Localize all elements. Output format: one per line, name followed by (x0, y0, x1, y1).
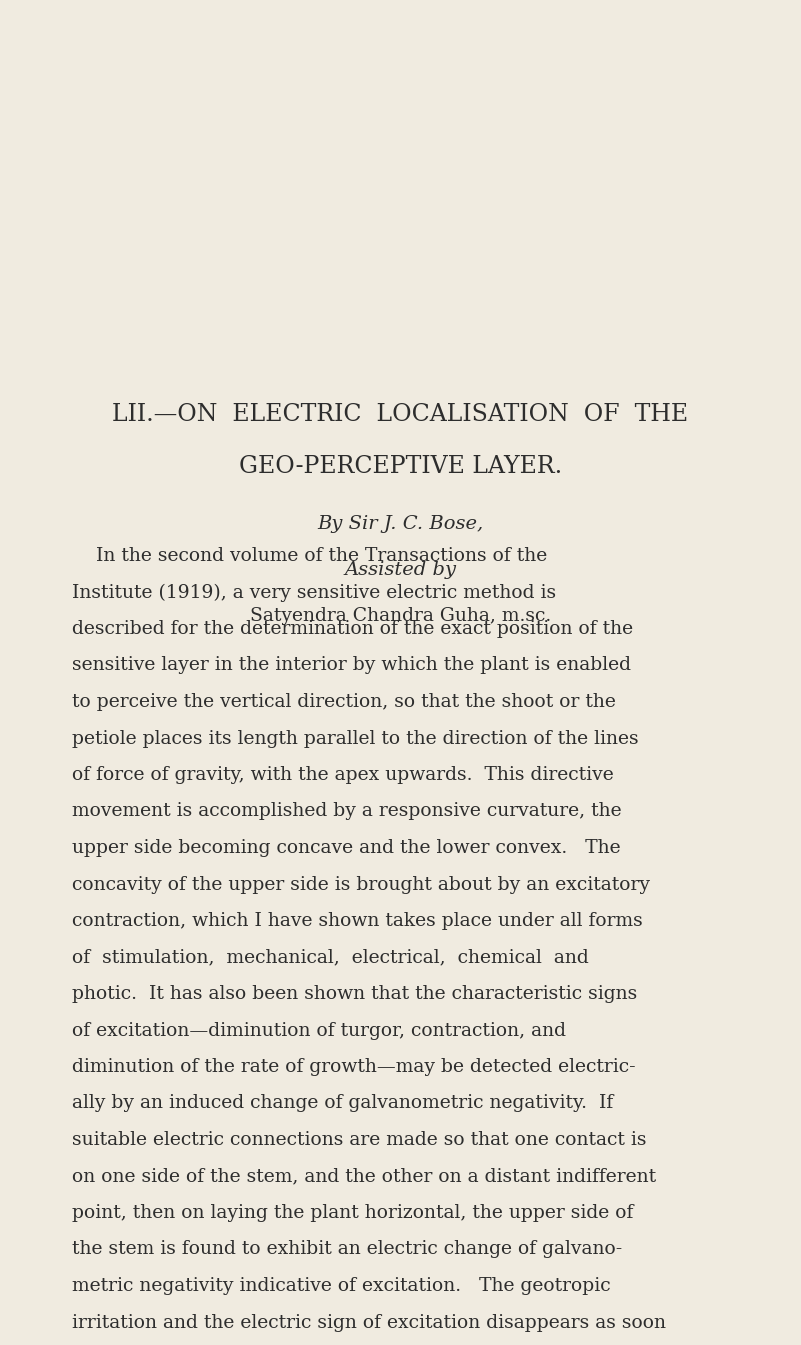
Text: of excitation—diminution of turgor, contraction, and: of excitation—diminution of turgor, cont… (72, 1021, 566, 1040)
Text: Satyendra Chandra Guha, m.sc.: Satyendra Chandra Guha, m.sc. (250, 607, 551, 625)
Text: sensitive layer in the interior by which the plant is enabled: sensitive layer in the interior by which… (72, 656, 631, 674)
Text: movement is accomplished by a responsive curvature, the: movement is accomplished by a responsive… (72, 803, 622, 820)
Text: petiole places its length parallel to the direction of the lines: petiole places its length parallel to th… (72, 729, 638, 748)
Text: GEO-PERCEPTIVE LAYER.: GEO-PERCEPTIVE LAYER. (239, 455, 562, 477)
Text: Institute (1919), a very sensitive electric method is: Institute (1919), a very sensitive elect… (72, 584, 556, 601)
Text: to perceive the vertical direction, so that the shoot or the: to perceive the vertical direction, so t… (72, 693, 616, 712)
Text: irritation and the electric sign of excitation disappears as soon: irritation and the electric sign of exci… (72, 1314, 666, 1332)
Text: LII.—ON  ELECTRIC  LOCALISATION  OF  THE: LII.—ON ELECTRIC LOCALISATION OF THE (112, 404, 689, 426)
Text: photic.  It has also been shown that the characteristic signs: photic. It has also been shown that the … (72, 985, 638, 1003)
Text: of  stimulation,  mechanical,  electrical,  chemical  and: of stimulation, mechanical, electrical, … (72, 948, 589, 967)
Text: diminution of the rate of growth—may be detected electric-: diminution of the rate of growth—may be … (72, 1059, 636, 1076)
Text: on one side of the stem, and the other on a distant indifferent: on one side of the stem, and the other o… (72, 1167, 656, 1185)
Text: By Sir J. C. Bose,: By Sir J. C. Bose, (317, 515, 484, 533)
Text: upper side becoming concave and the lower convex.   The: upper side becoming concave and the lowe… (72, 839, 621, 857)
Text: In the second volume of the Transactions of the: In the second volume of the Transactions… (72, 547, 547, 565)
Text: suitable electric connections are made so that one contact is: suitable electric connections are made s… (72, 1131, 646, 1149)
Text: the stem is found to exhibit an electric change of galvano-: the stem is found to exhibit an electric… (72, 1240, 622, 1259)
Text: concavity of the upper side is brought about by an excitatory: concavity of the upper side is brought a… (72, 876, 650, 893)
Text: contraction, which I have shown takes place under all forms: contraction, which I have shown takes pl… (72, 912, 642, 929)
Text: ally by an induced change of galvanometric negativity.  If: ally by an induced change of galvanometr… (72, 1095, 614, 1112)
Text: metric negativity indicative of excitation.   The geotropic: metric negativity indicative of excitati… (72, 1276, 610, 1295)
Text: point, then on laying the plant horizontal, the upper side of: point, then on laying the plant horizont… (72, 1204, 634, 1223)
Text: described for the determination of the exact position of the: described for the determination of the e… (72, 620, 633, 638)
Text: Assisted by: Assisted by (344, 561, 457, 578)
Text: of force of gravity, with the apex upwards.  This directive: of force of gravity, with the apex upwar… (72, 767, 614, 784)
